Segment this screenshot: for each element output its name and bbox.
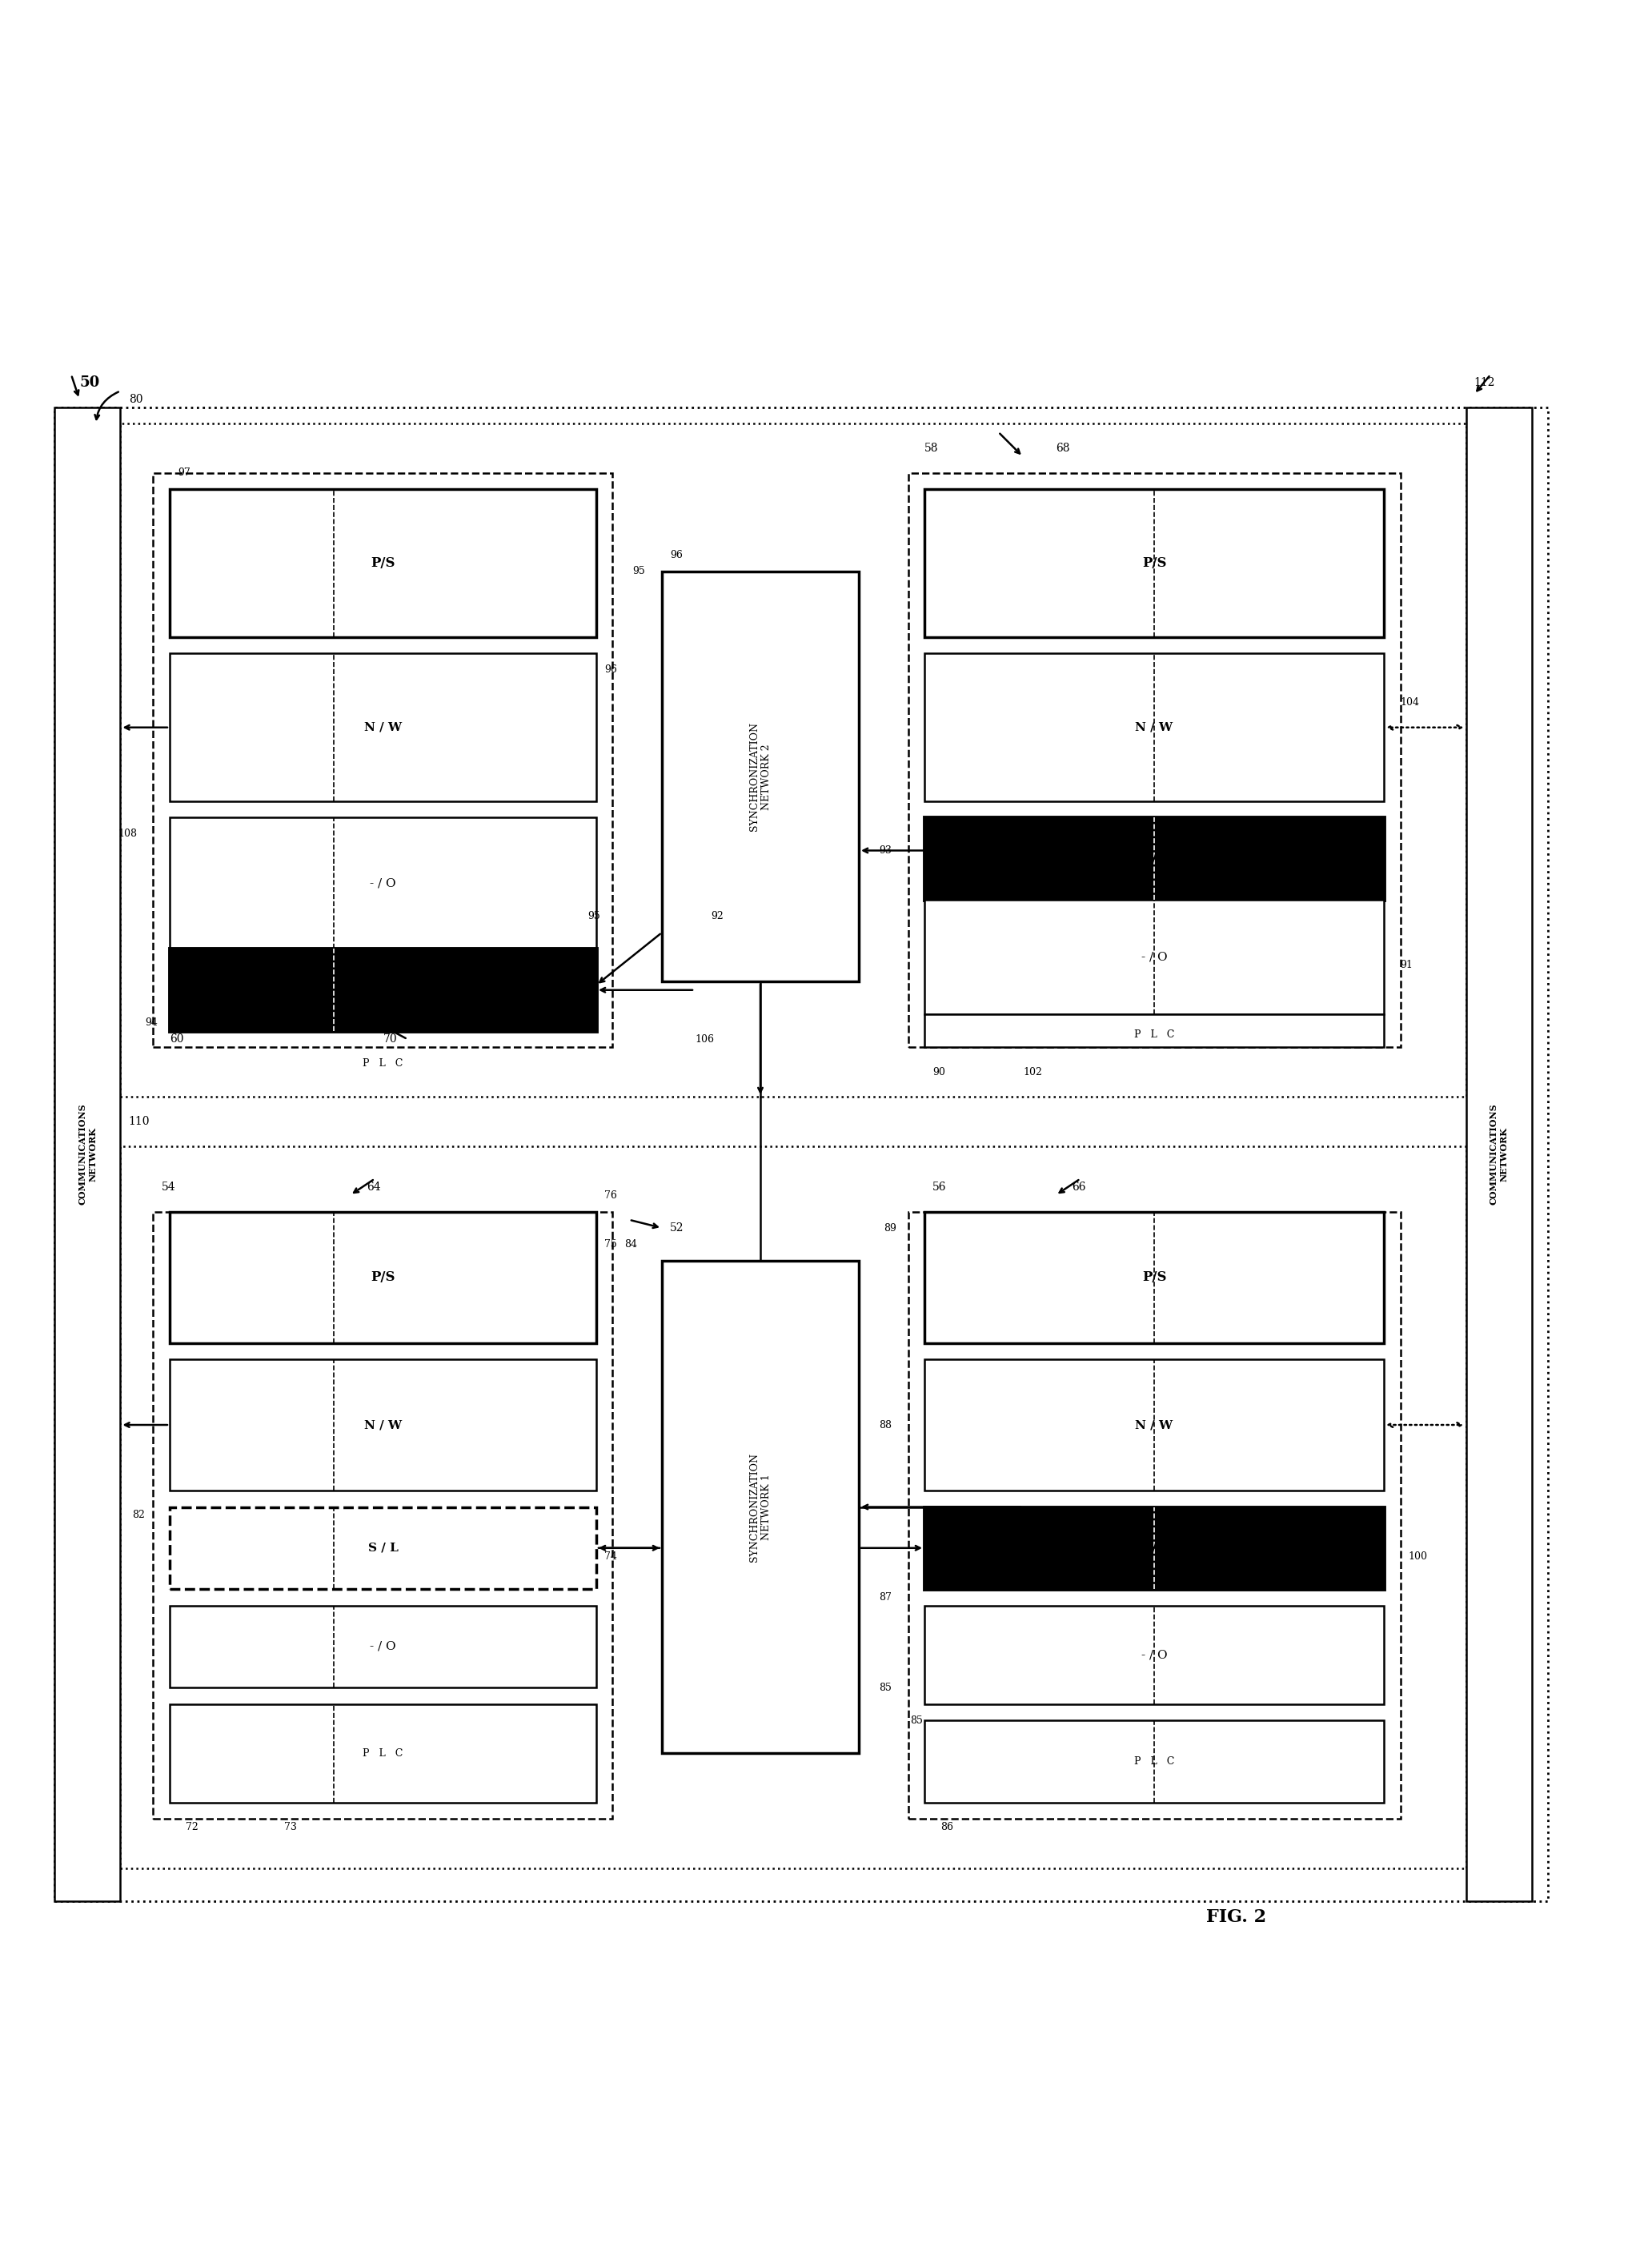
FancyBboxPatch shape	[170, 490, 596, 637]
Text: 85: 85	[910, 1715, 922, 1726]
Text: 64: 64	[367, 1181, 380, 1193]
Text: 84: 84	[624, 1240, 638, 1249]
Text: 66: 66	[1072, 1181, 1085, 1193]
Text: 110: 110	[129, 1116, 150, 1127]
Text: 91: 91	[1401, 960, 1412, 971]
FancyBboxPatch shape	[170, 1360, 596, 1491]
Text: N / W: N / W	[1135, 1419, 1173, 1430]
Text: FIG. 2: FIG. 2	[1206, 1909, 1267, 1927]
Text: 100: 100	[1409, 1552, 1427, 1561]
FancyBboxPatch shape	[170, 1507, 596, 1588]
Text: 89: 89	[884, 1222, 895, 1233]
Text: 54: 54	[162, 1181, 175, 1193]
Text: COMMUNICATIONS
NETWORK: COMMUNICATIONS NETWORK	[1488, 1102, 1508, 1204]
Text: 85: 85	[879, 1683, 892, 1692]
Text: P   L   C: P L C	[1133, 1030, 1175, 1039]
Text: 80: 80	[129, 393, 142, 404]
Text: 86: 86	[942, 1821, 953, 1832]
Text: S / L: S / L	[368, 1543, 398, 1554]
FancyBboxPatch shape	[925, 490, 1384, 637]
Text: 102: 102	[1023, 1066, 1042, 1078]
Text: 95: 95	[588, 910, 601, 922]
FancyBboxPatch shape	[170, 949, 596, 1030]
Text: 60: 60	[170, 1035, 183, 1046]
FancyBboxPatch shape	[925, 653, 1384, 802]
Text: 92: 92	[710, 910, 724, 922]
Text: S / L: S / L	[368, 985, 398, 996]
Bar	[154, 1211, 613, 1818]
FancyBboxPatch shape	[925, 899, 1384, 1014]
FancyBboxPatch shape	[170, 1606, 596, 1687]
Text: SYNCHRONIZATION
NETWORK 2: SYNCHRONIZATION NETWORK 2	[748, 723, 771, 831]
Text: 104: 104	[1401, 698, 1419, 707]
Text: 90: 90	[933, 1066, 945, 1078]
Text: 95: 95	[633, 567, 646, 576]
Text: 58: 58	[925, 443, 938, 454]
Text: SYNCHRONIZATION
NETWORK 1: SYNCHRONIZATION NETWORK 1	[748, 1453, 771, 1561]
FancyBboxPatch shape	[925, 1507, 1384, 1588]
Text: 93: 93	[879, 845, 892, 856]
Text: 96: 96	[605, 664, 618, 675]
Text: P/S: P/S	[1142, 1270, 1166, 1283]
Text: 97: 97	[178, 468, 190, 479]
FancyBboxPatch shape	[925, 1606, 1384, 1703]
FancyBboxPatch shape	[925, 1211, 1384, 1342]
Text: S / L: S / L	[1138, 854, 1170, 865]
Text: P   L   C: P L C	[363, 1059, 403, 1069]
Bar	[909, 472, 1401, 1048]
FancyBboxPatch shape	[925, 1014, 1384, 1048]
Text: 74: 74	[605, 1552, 618, 1561]
Text: P   L   C: P L C	[1133, 1755, 1175, 1767]
Text: 56: 56	[933, 1181, 947, 1193]
Text: 73: 73	[284, 1821, 297, 1832]
Text: N / W: N / W	[363, 1419, 401, 1430]
FancyBboxPatch shape	[925, 818, 1384, 899]
FancyBboxPatch shape	[170, 1211, 596, 1342]
FancyBboxPatch shape	[925, 1721, 1384, 1803]
Text: 76: 76	[605, 1190, 618, 1200]
Text: COMMUNICATIONS
NETWORK: COMMUNICATIONS NETWORK	[78, 1102, 97, 1204]
Text: 70: 70	[383, 1035, 396, 1046]
FancyBboxPatch shape	[170, 1703, 596, 1803]
Bar	[121, 425, 1465, 1096]
Text: N / W: N / W	[363, 723, 401, 732]
Text: 87: 87	[879, 1593, 892, 1602]
Text: - / O: - / O	[1142, 1649, 1168, 1660]
Text: 68: 68	[1056, 443, 1070, 454]
Text: P/S: P/S	[1142, 556, 1166, 569]
FancyBboxPatch shape	[55, 407, 121, 1900]
FancyBboxPatch shape	[170, 653, 596, 802]
Text: 52: 52	[671, 1222, 684, 1233]
Text: - / O: - / O	[370, 879, 396, 890]
FancyBboxPatch shape	[662, 1261, 859, 1753]
Text: N / W: N / W	[1135, 723, 1173, 732]
Text: 50: 50	[79, 375, 99, 391]
Text: P/S: P/S	[370, 1270, 395, 1283]
Text: 88: 88	[879, 1419, 892, 1430]
Text: 106: 106	[695, 1035, 714, 1044]
Text: 75: 75	[605, 1240, 618, 1249]
FancyBboxPatch shape	[925, 1360, 1384, 1491]
Text: P/S: P/S	[370, 556, 395, 569]
Text: 112: 112	[1474, 377, 1495, 389]
Bar	[121, 1145, 1465, 1868]
Text: 108: 108	[117, 829, 137, 840]
Text: P   L   C: P L C	[363, 1748, 403, 1758]
Text: 72: 72	[187, 1821, 198, 1832]
FancyBboxPatch shape	[1465, 407, 1531, 1900]
Text: 82: 82	[132, 1509, 145, 1520]
FancyBboxPatch shape	[662, 572, 859, 983]
Text: - / O: - / O	[370, 1640, 396, 1651]
Text: S / L: S / L	[1138, 1543, 1170, 1554]
Text: 96: 96	[671, 549, 682, 560]
FancyBboxPatch shape	[170, 818, 596, 949]
Text: 94: 94	[145, 1017, 157, 1028]
Text: - / O: - / O	[1142, 951, 1168, 962]
Bar	[154, 472, 613, 1048]
Bar	[909, 1211, 1401, 1818]
